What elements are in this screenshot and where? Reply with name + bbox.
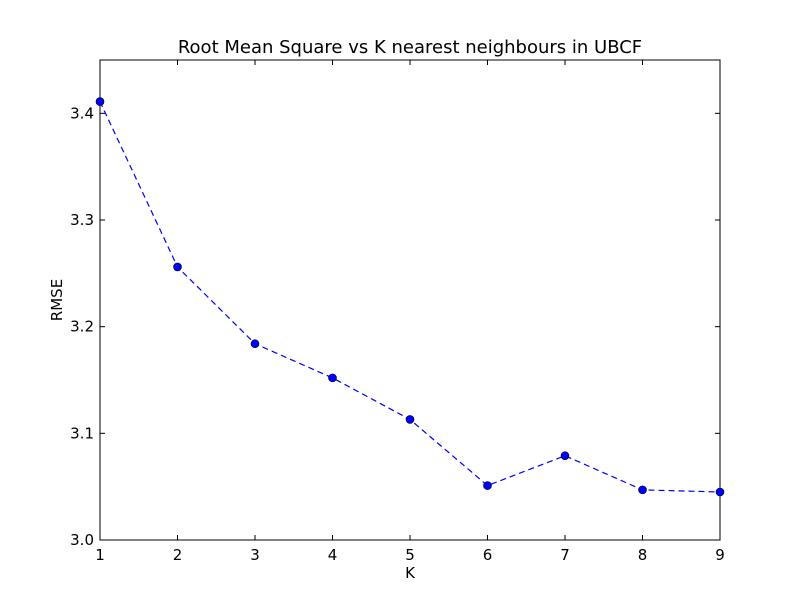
data-point <box>638 485 647 495</box>
data-point <box>173 262 182 272</box>
x-tick-label: 4 <box>328 546 338 564</box>
x-axis-label: K <box>405 564 416 582</box>
y-tick-label: 3.3 <box>70 211 94 229</box>
y-tick-label: 3.0 <box>70 531 94 549</box>
chart-title: Root Mean Square vs K nearest neighbours… <box>178 37 642 58</box>
x-tick-label: 3 <box>250 546 260 564</box>
data-point <box>95 97 105 106</box>
y-tick-label: 3.1 <box>70 424 94 442</box>
x-tick-label: 6 <box>483 546 493 564</box>
x-tick-label: 7 <box>560 546 570 564</box>
data-point <box>483 481 492 490</box>
series-points <box>95 97 725 497</box>
data-point <box>560 451 570 461</box>
y-axis-label: RMSE <box>48 279 66 321</box>
x-tick-label: 8 <box>638 546 648 564</box>
x-tick-label: 9 <box>715 546 725 564</box>
x-tick-label: 5 <box>405 546 415 564</box>
x-tick-label: 1 <box>95 546 105 564</box>
data-point <box>328 373 337 383</box>
plot-area <box>99 59 721 541</box>
x-tick-label: 2 <box>173 546 183 564</box>
data-point <box>405 415 415 424</box>
y-tick-label: 3.4 <box>70 104 94 122</box>
axis-ticks: 1 2 3 4 5 6 7 8 9 3.0 3.1 3.2 3.3 3.4 <box>70 60 725 564</box>
data-point <box>715 487 725 497</box>
y-tick-label: 3.2 <box>70 318 94 336</box>
data-point <box>250 339 260 349</box>
